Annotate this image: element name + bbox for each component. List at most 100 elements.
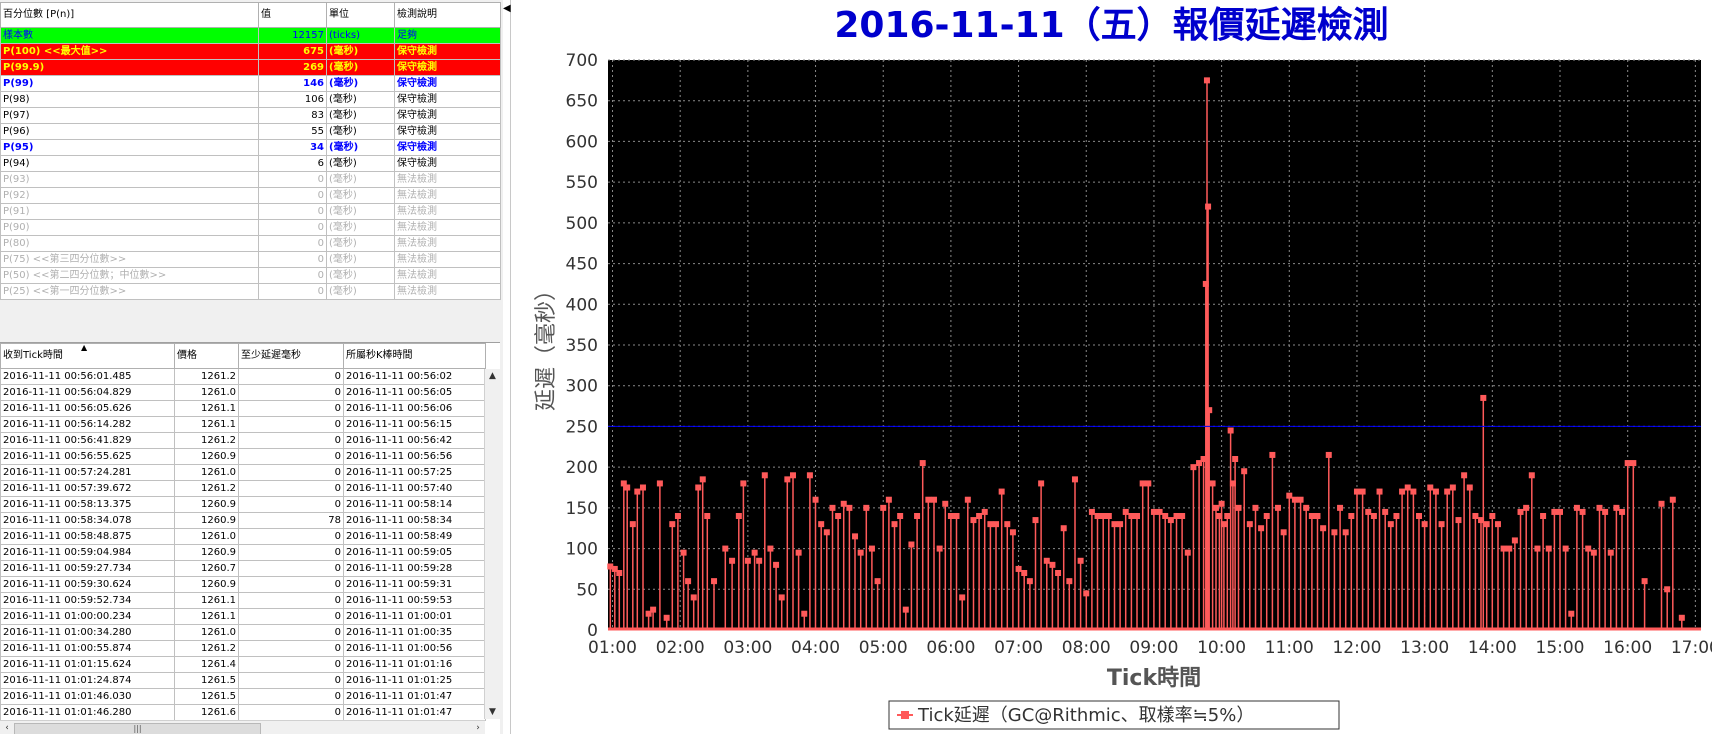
data-point bbox=[1021, 570, 1028, 576]
data-point bbox=[650, 606, 657, 613]
percentile-label: P(100) <<最大值>> bbox=[0, 43, 259, 60]
percentile-row[interactable]: P(94) 6 (毫秒) 保守檢測 bbox=[0, 155, 501, 172]
table-row[interactable]: 2016-11-11 01:00:55.874 1261.2 0 2016-11-11… bbox=[0, 640, 486, 657]
data-point bbox=[1209, 480, 1216, 487]
data-point bbox=[1523, 504, 1530, 511]
tick-time-cell: 2016-11-11 01:00:34.280 bbox=[0, 624, 175, 641]
data-point bbox=[740, 480, 747, 487]
table-row[interactable]: 2016-11-11 00:59:30.624 1260.9 0 2016-11-11… bbox=[0, 576, 486, 593]
percentile-row[interactable]: P(91) 0 (毫秒) 無法檢測 bbox=[0, 203, 501, 220]
percentile-row[interactable]: P(95) 34 (毫秒) 保守檢測 bbox=[0, 139, 501, 156]
percentile-row[interactable]: P(92) 0 (毫秒) 無法檢測 bbox=[0, 187, 501, 204]
tick-list-panel: 收到Tick時間 ▲ 價格 至少延遲毫秒 所屬秒K棒時間 2016-11-11 … bbox=[0, 342, 500, 734]
percentile-row[interactable]: P(80) 0 (毫秒) 無法檢測 bbox=[0, 235, 501, 252]
percentile-row[interactable]: P(50) <<第二四分位數；中位數>> 0 (毫秒) 無法檢測 bbox=[0, 267, 501, 284]
percentile-row[interactable]: P(75) <<第三四分位數>> 0 (毫秒) 無法檢測 bbox=[0, 251, 501, 268]
table-row[interactable]: 2016-11-11 00:56:01.485 1261.2 0 2016-11-11… bbox=[0, 368, 486, 385]
data-point bbox=[1480, 394, 1487, 401]
scroll-up-icon[interactable]: ▲ bbox=[489, 371, 496, 381]
table-row[interactable]: 2016-11-11 01:00:34.280 1261.0 0 2016-11-11… bbox=[0, 624, 486, 641]
data-point bbox=[953, 513, 960, 519]
percentile-unit: (ticks) bbox=[326, 27, 395, 44]
vertical-scrollbar[interactable]: ▲ ▼ bbox=[484, 369, 500, 719]
tick-price-cell: 1261.0 bbox=[174, 384, 239, 401]
tick-bar-time-cell: 2016-11-11 00:58:14 bbox=[343, 496, 486, 513]
table-row[interactable]: 2016-11-11 00:57:39.672 1261.2 0 2016-11-11… bbox=[0, 480, 486, 497]
panel-splitter[interactable]: ◀ bbox=[503, 0, 511, 734]
table-row[interactable]: 2016-11-11 00:56:14.282 1261.1 0 2016-11-11… bbox=[0, 416, 486, 433]
tick-time-cell: 2016-11-11 00:58:48.875 bbox=[0, 528, 175, 545]
desc-col-header[interactable]: 檢測說明 bbox=[394, 2, 501, 28]
data-point bbox=[1286, 492, 1293, 499]
table-row[interactable]: 2016-11-11 01:01:24.874 1261.5 0 2016-11-11… bbox=[0, 672, 486, 689]
percentile-label: P(99) bbox=[0, 75, 259, 92]
table-row[interactable]: 2016-11-11 01:01:15.624 1261.4 0 2016-11-11… bbox=[0, 656, 486, 673]
table-row[interactable]: 2016-11-11 01:01:46.280 1261.6 0 2016-11-11… bbox=[0, 704, 486, 721]
data-point bbox=[607, 563, 614, 570]
table-row[interactable]: 2016-11-11 00:56:05.626 1261.1 0 2016-11-11… bbox=[0, 400, 486, 417]
unit-col-header[interactable]: 單位 bbox=[326, 2, 395, 28]
table-row[interactable]: 2016-11-11 00:58:13.375 1260.9 0 2016-11-11… bbox=[0, 496, 486, 513]
table-row[interactable]: 2016-11-11 00:59:04.984 1260.9 0 2016-11-11… bbox=[0, 544, 486, 561]
table-row[interactable]: 2016-11-11 00:56:55.625 1260.9 0 2016-11-11… bbox=[0, 448, 486, 465]
table-row[interactable]: 2016-11-11 00:59:27.734 1260.7 0 2016-11-11… bbox=[0, 560, 486, 577]
data-point bbox=[1619, 508, 1626, 515]
table-row[interactable]: 2016-11-11 01:01:46.030 1261.5 0 2016-11-11… bbox=[0, 688, 486, 705]
percentile-value: 146 bbox=[258, 75, 327, 92]
x-tick-label: 13:00 bbox=[1400, 638, 1449, 658]
tick-price-cell: 1260.9 bbox=[174, 544, 239, 561]
percentile-row[interactable]: P(96) 55 (毫秒) 保守檢測 bbox=[0, 123, 501, 140]
x-tick-label: 05:00 bbox=[859, 638, 908, 658]
y-tick-label: 650 bbox=[566, 92, 598, 112]
scroll-left-icon[interactable]: ‹ bbox=[5, 723, 9, 733]
percentile-value: 0 bbox=[258, 267, 327, 284]
data-point bbox=[1241, 468, 1248, 475]
data-point bbox=[1227, 427, 1234, 434]
data-point bbox=[1359, 488, 1366, 495]
x-tick-label: 08:00 bbox=[1062, 638, 1111, 658]
percentile-row[interactable]: P(100) <<最大值>> 675 (毫秒) 保守檢測 bbox=[0, 43, 501, 60]
tick-bar-time-cell: 2016-11-11 00:56:02 bbox=[343, 368, 486, 385]
data-point bbox=[1009, 529, 1016, 536]
table-row[interactable]: 2016-11-11 00:56:41.829 1261.2 0 2016-11-11… bbox=[0, 432, 486, 449]
value-col-header[interactable]: 值 bbox=[258, 2, 327, 28]
data-point bbox=[1252, 504, 1259, 511]
percentile-label: P(90) bbox=[0, 219, 259, 236]
percentile-row[interactable]: P(99) 146 (毫秒) 保守檢測 bbox=[0, 75, 501, 92]
table-row[interactable]: 2016-11-11 00:59:52.734 1261.1 0 2016-11-11… bbox=[0, 592, 486, 609]
percentile-row[interactable]: P(25) <<第一四分位數>> 0 (毫秒) 無法檢測 bbox=[0, 283, 501, 300]
table-row[interactable]: 2016-11-11 00:58:34.078 1260.9 78 2016-11-1… bbox=[0, 512, 486, 529]
percentile-row[interactable]: 樣本數 12157 (ticks) 足夠 bbox=[0, 27, 501, 44]
data-point bbox=[1212, 504, 1219, 511]
tick-time-col-header[interactable]: 收到Tick時間 ▲ bbox=[0, 343, 175, 369]
percentile-row[interactable]: P(98) 106 (毫秒) 保守檢測 bbox=[0, 91, 501, 108]
tick-price-cell: 1261.1 bbox=[174, 592, 239, 609]
percentile-row[interactable]: P(99.9) 269 (毫秒) 保守檢測 bbox=[0, 59, 501, 76]
percentile-row[interactable]: P(90) 0 (毫秒) 無法檢測 bbox=[0, 219, 501, 236]
data-point bbox=[1427, 484, 1434, 491]
delay-col-header[interactable]: 至少延遲毫秒 bbox=[238, 343, 344, 369]
tick-delay-cell: 0 bbox=[238, 368, 344, 385]
data-point bbox=[773, 561, 780, 568]
percentile-col-header[interactable]: 百分位數 [P(n)] bbox=[0, 2, 259, 28]
percentile-row[interactable]: P(93) 0 (毫秒) 無法檢測 bbox=[0, 171, 501, 188]
bar-time-col-header[interactable]: 所屬秒K棒時間 bbox=[343, 343, 486, 369]
panel-gap bbox=[0, 300, 500, 340]
data-point bbox=[1173, 513, 1180, 519]
table-row[interactable]: 2016-11-11 00:57:24.281 1261.0 0 2016-11-11… bbox=[0, 464, 486, 481]
horizontal-scrollbar[interactable]: ‹ ||| › bbox=[0, 720, 485, 734]
data-point bbox=[902, 606, 909, 613]
tick-delay-cell: 0 bbox=[238, 384, 344, 401]
table-row[interactable]: 2016-11-11 01:00:00.234 1261.1 0 2016-11-11… bbox=[0, 608, 486, 625]
price-col-header[interactable]: 價格 bbox=[174, 343, 239, 369]
table-row[interactable]: 2016-11-11 00:58:48.875 1261.0 0 2016-11-11… bbox=[0, 528, 486, 545]
data-point bbox=[863, 504, 870, 511]
collapse-left-icon[interactable]: ◀ bbox=[503, 3, 511, 14]
table-row[interactable]: 2016-11-11 00:56:04.829 1261.0 0 2016-11-11… bbox=[0, 384, 486, 401]
percentile-unit: (毫秒) bbox=[326, 251, 395, 268]
scroll-down-icon[interactable]: ▼ bbox=[489, 707, 496, 717]
horizontal-scroll-thumb[interactable]: ||| bbox=[14, 723, 261, 734]
data-point bbox=[1004, 521, 1011, 528]
scroll-right-icon[interactable]: › bbox=[476, 723, 480, 733]
percentile-row[interactable]: P(97) 83 (毫秒) 保守檢測 bbox=[0, 107, 501, 124]
